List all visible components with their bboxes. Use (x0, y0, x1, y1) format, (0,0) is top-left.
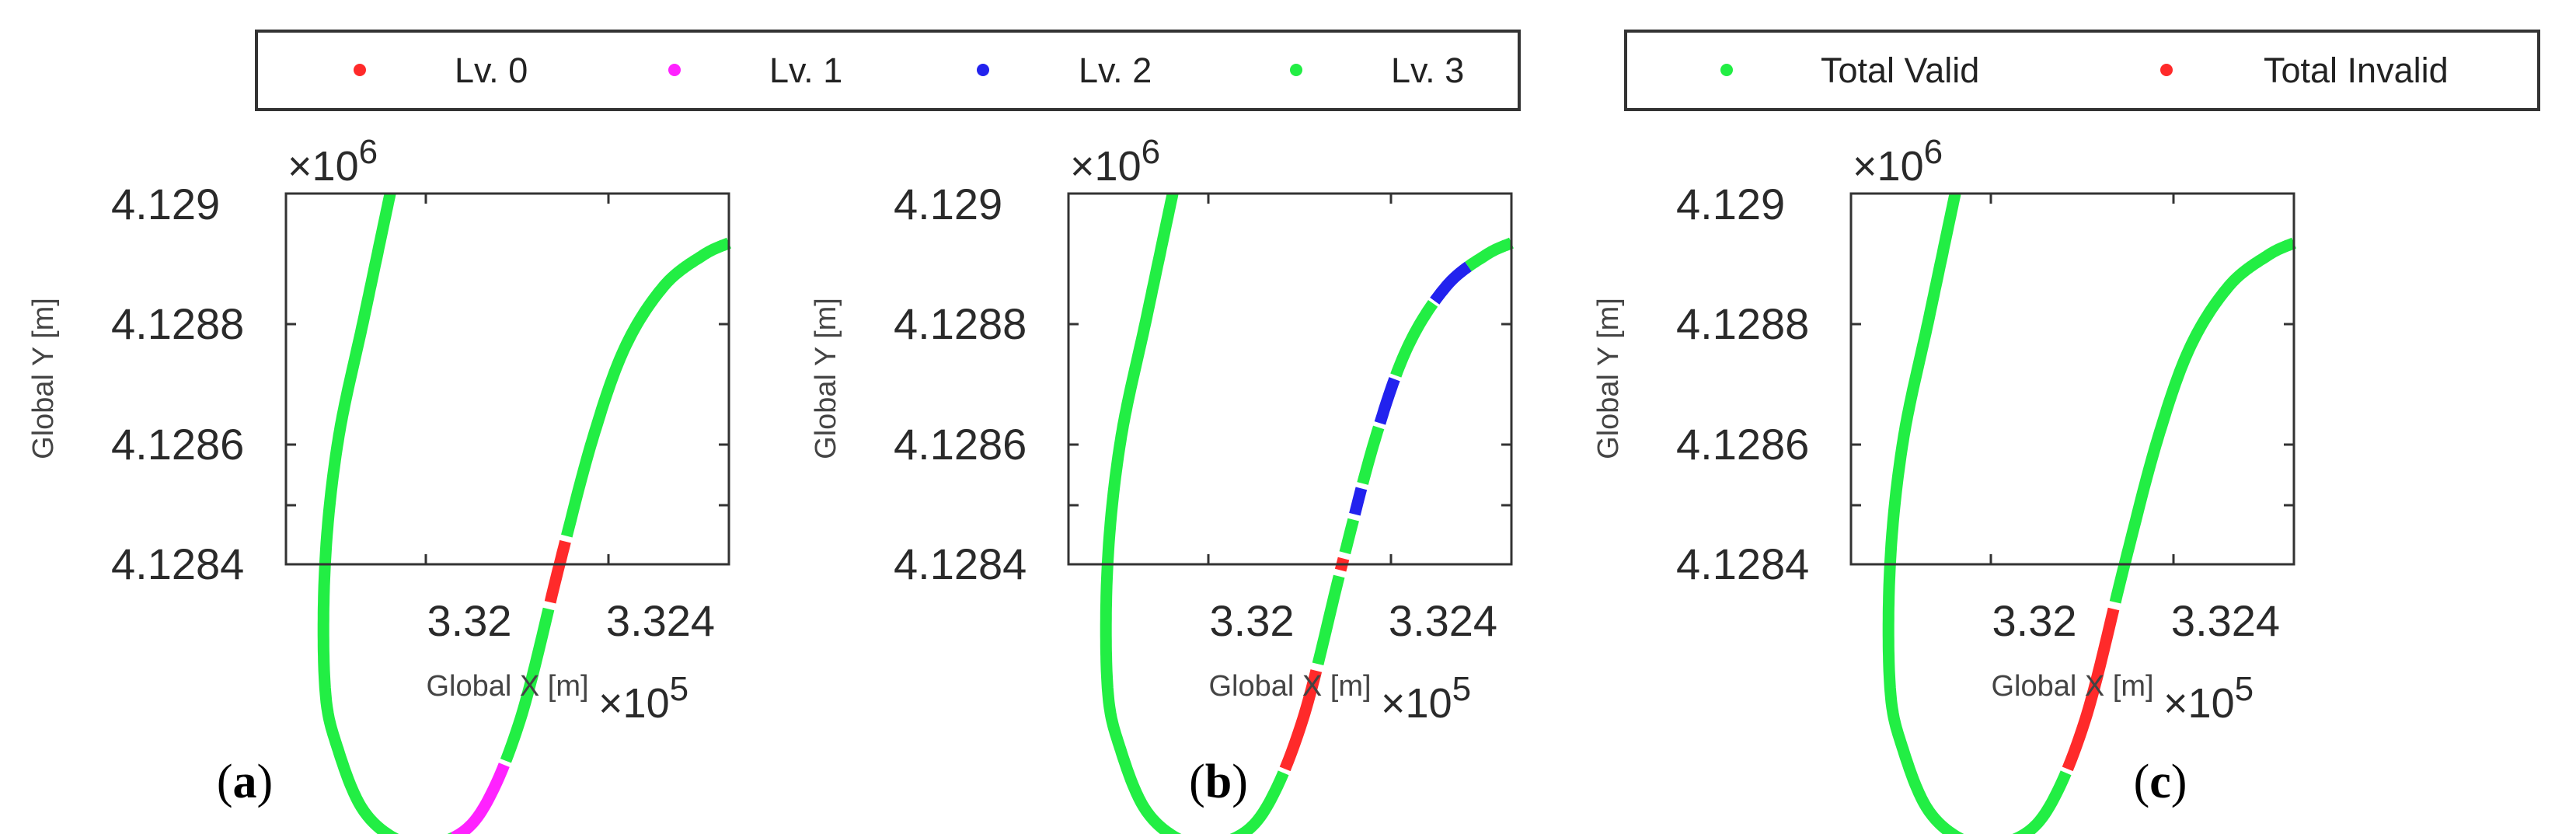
panel-label-a: (a) (217, 755, 273, 808)
x-multiplier-a: ×105 (598, 670, 688, 727)
trajectory-segment-lv-3 (561, 237, 734, 538)
y-tick-label-c-3: 4.1288 (1676, 299, 1809, 348)
panel-b: 4.129 4.1288 4.1286 4.1284 3.32 3.324 Gl… (810, 133, 1517, 834)
y-tick-label-c-1: 4.1284 (1676, 539, 1809, 588)
panel-letter-c: c (2149, 755, 2171, 808)
y-tick-label-b-1: 4.1284 (894, 539, 1027, 588)
trajectory-segment-total-valid (2109, 237, 2299, 604)
panel-c: 4.129 4.1288 4.1286 4.1284 3.32 3.324 Gl… (1592, 133, 2299, 834)
y-axis-label-c: Global Y [m] (1592, 298, 1625, 459)
trajectory-segment-lv-2 (1430, 261, 1473, 305)
plot-frame-b (1067, 192, 1513, 566)
panel-a: 4.129 4.1288 4.1286 4.1284 3.32 3.324 Gl… (27, 133, 734, 834)
trajectory-segment-lv-3 (1464, 237, 1517, 272)
y-tick-label-b-2: 4.1286 (894, 420, 1027, 469)
x-multiplier-base-a: ×10 (598, 680, 670, 727)
trajectory-segment-lv-3 (1312, 574, 1345, 666)
y-tick-label-a-2: 4.1286 (111, 420, 244, 469)
legend-label-lv1: Lv. 1 (769, 51, 842, 90)
legend-levels-frame (255, 30, 1521, 111)
trajectory-segment-lv-3 (1390, 299, 1438, 378)
legend-totals-frame (1624, 30, 2540, 111)
legend-marker-invalid (2160, 64, 2173, 76)
panel-letter-a: a (233, 755, 257, 808)
y-multiplier-b: ×106 (1070, 133, 1160, 190)
trajectory-curve-a (317, 190, 734, 834)
trajectory-segment-lv-1 (450, 762, 510, 834)
y-tick-label-b-4: 4.129 (894, 180, 1002, 229)
x-axis-label-b: Global X [m] (1208, 670, 1371, 703)
y-multiplier-a: ×106 (288, 133, 378, 190)
y-multiplier-exponent-a: 6 (359, 133, 378, 171)
y-tick-label-b-3: 4.1288 (894, 299, 1027, 348)
trajectory-segment-lv-2 (1349, 487, 1368, 516)
trajectory-segment-lv-0 (1279, 669, 1323, 772)
x-multiplier-b: ×105 (1381, 670, 1471, 727)
x-axis-label-a: Global X [m] (426, 670, 588, 703)
trajectory-segment-total-valid (1882, 190, 2072, 834)
x-multiplier-c: ×105 (2163, 670, 2254, 727)
y-tick-label-c-4: 4.129 (1676, 180, 1785, 229)
y-tick-label-a-4: 4.129 (111, 180, 220, 229)
trajectory-segment-lv-3 (1339, 518, 1359, 555)
x-tick-label-c-2: 3.324 (2171, 596, 2280, 645)
legend-marker-lv3 (1290, 64, 1302, 76)
panel-label-c: (c) (2134, 755, 2187, 808)
x-tick-label-a-1: 3.32 (427, 596, 512, 645)
trajectory-segment-total-invalid (2062, 607, 2120, 772)
trajectory-segment-lv-3 (317, 190, 456, 834)
y-tick-label-c-2: 4.1286 (1676, 420, 1809, 469)
y-multiplier-base-a: ×10 (288, 143, 359, 190)
trajectory-curve-b (1100, 190, 1517, 834)
trajectory-segment-lv-3 (1100, 190, 1289, 834)
x-multiplier-base-b: ×10 (1381, 680, 1452, 727)
x-multiplier-base-c: ×10 (2163, 680, 2235, 727)
legend-label-lv0: Lv. 0 (455, 51, 528, 90)
x-multiplier-exponent-a: 5 (670, 670, 688, 708)
trajectory-segment-lv-0 (544, 539, 571, 604)
x-tick-label-c-1: 3.32 (1992, 596, 2077, 645)
y-multiplier-base-b: ×10 (1070, 143, 1142, 190)
legend-marker-valid (1720, 64, 1733, 76)
trajectory-curve-c (1882, 190, 2299, 834)
trajectory-segment-lv-3 (500, 607, 555, 763)
legend-label-invalid: Total Invalid (2264, 51, 2449, 90)
legend-marker-lv2 (977, 64, 989, 76)
legend-levels: Lv. 0 Lv. 1 Lv. 2 Lv. 3 (255, 30, 1521, 111)
x-tick-label-b-2: 3.324 (1389, 596, 1497, 645)
y-axis-label-a: Global Y [m] (27, 298, 60, 459)
trajectory-segment-lv-3 (1357, 425, 1385, 485)
legend-marker-lv0 (354, 64, 366, 76)
legend-marker-lv1 (668, 64, 681, 76)
y-multiplier-exponent-b: 6 (1142, 133, 1160, 171)
x-multiplier-exponent-b: 5 (1452, 670, 1471, 708)
legend-label-lv3: Lv. 3 (1391, 51, 1464, 90)
plot-frame-a (284, 192, 730, 566)
y-multiplier-c: ×106 (1853, 133, 1943, 190)
y-tick-label-a-1: 4.1284 (111, 539, 244, 588)
trajectory-segment-lv-2 (1374, 377, 1400, 425)
panel-letter-b: b (1205, 755, 1232, 808)
x-tick-label-a-2: 3.324 (606, 596, 715, 645)
legend-label-lv2: Lv. 2 (1079, 51, 1152, 90)
y-axis-label-b: Global Y [m] (810, 298, 842, 459)
y-multiplier-base-c: ×10 (1853, 143, 1924, 190)
legend-totals: Total Valid Total Invalid (1624, 30, 2540, 111)
plot-frame-c (1849, 192, 2295, 566)
legend-label-valid: Total Valid (1821, 51, 1979, 90)
x-axis-label-c: Global X [m] (1991, 670, 2153, 703)
y-multiplier-exponent-c: 6 (1924, 133, 1943, 171)
x-multiplier-exponent-c: 5 (2235, 670, 2254, 708)
panel-label-b: (b) (1189, 755, 1248, 808)
y-tick-label-a-3: 4.1288 (111, 299, 244, 348)
x-tick-label-b-1: 3.32 (1210, 596, 1295, 645)
